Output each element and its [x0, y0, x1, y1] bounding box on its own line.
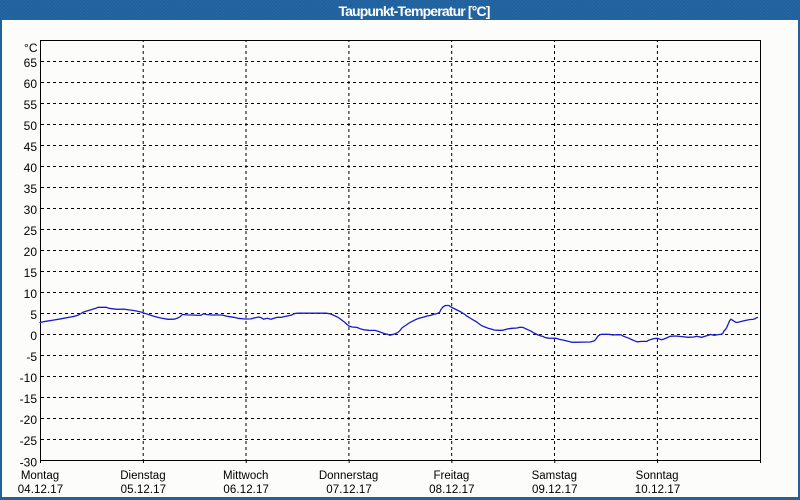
- svg-text:Sonntag: Sonntag: [636, 470, 679, 482]
- svg-text:04.12.17: 04.12.17: [18, 484, 64, 496]
- svg-text:Samstag: Samstag: [532, 470, 577, 482]
- svg-text:60: 60: [24, 77, 38, 91]
- svg-text:55: 55: [24, 98, 38, 112]
- svg-text:30: 30: [24, 203, 38, 217]
- svg-text:40: 40: [24, 161, 38, 175]
- svg-text:07.12.17: 07.12.17: [326, 484, 372, 496]
- svg-text:Dienstag: Dienstag: [120, 470, 165, 482]
- svg-text:Freitag: Freitag: [434, 470, 470, 482]
- svg-text:50: 50: [24, 119, 38, 133]
- svg-text:Mittwoch: Mittwoch: [223, 470, 268, 482]
- svg-text:Taupunkt-Temperatur [°C]: Taupunkt-Temperatur [°C]: [338, 3, 489, 19]
- svg-text:°C: °C: [24, 41, 38, 55]
- svg-text:-25: -25: [20, 434, 38, 448]
- svg-text:10: 10: [24, 287, 38, 301]
- svg-text:05.12.17: 05.12.17: [121, 484, 167, 496]
- svg-text:45: 45: [24, 140, 38, 154]
- svg-text:-30: -30: [20, 455, 38, 469]
- svg-text:Donnerstag: Donnerstag: [319, 470, 378, 482]
- svg-text:08.12.17: 08.12.17: [429, 484, 475, 496]
- svg-text:06.12.17: 06.12.17: [223, 484, 269, 496]
- svg-text:-5: -5: [26, 350, 37, 364]
- svg-text:25: 25: [24, 224, 38, 238]
- svg-text:35: 35: [24, 182, 38, 196]
- svg-text:-10: -10: [20, 371, 38, 385]
- svg-text:10.12.17: 10.12.17: [635, 484, 681, 496]
- svg-text:-20: -20: [20, 413, 38, 427]
- svg-text:65: 65: [24, 56, 38, 70]
- svg-text:09.12.17: 09.12.17: [532, 484, 578, 496]
- svg-text:Montag: Montag: [21, 470, 59, 482]
- svg-text:20: 20: [24, 245, 38, 259]
- svg-text:-15: -15: [20, 392, 38, 406]
- svg-text:5: 5: [30, 308, 37, 322]
- svg-text:0: 0: [30, 329, 37, 343]
- svg-text:15: 15: [24, 266, 38, 280]
